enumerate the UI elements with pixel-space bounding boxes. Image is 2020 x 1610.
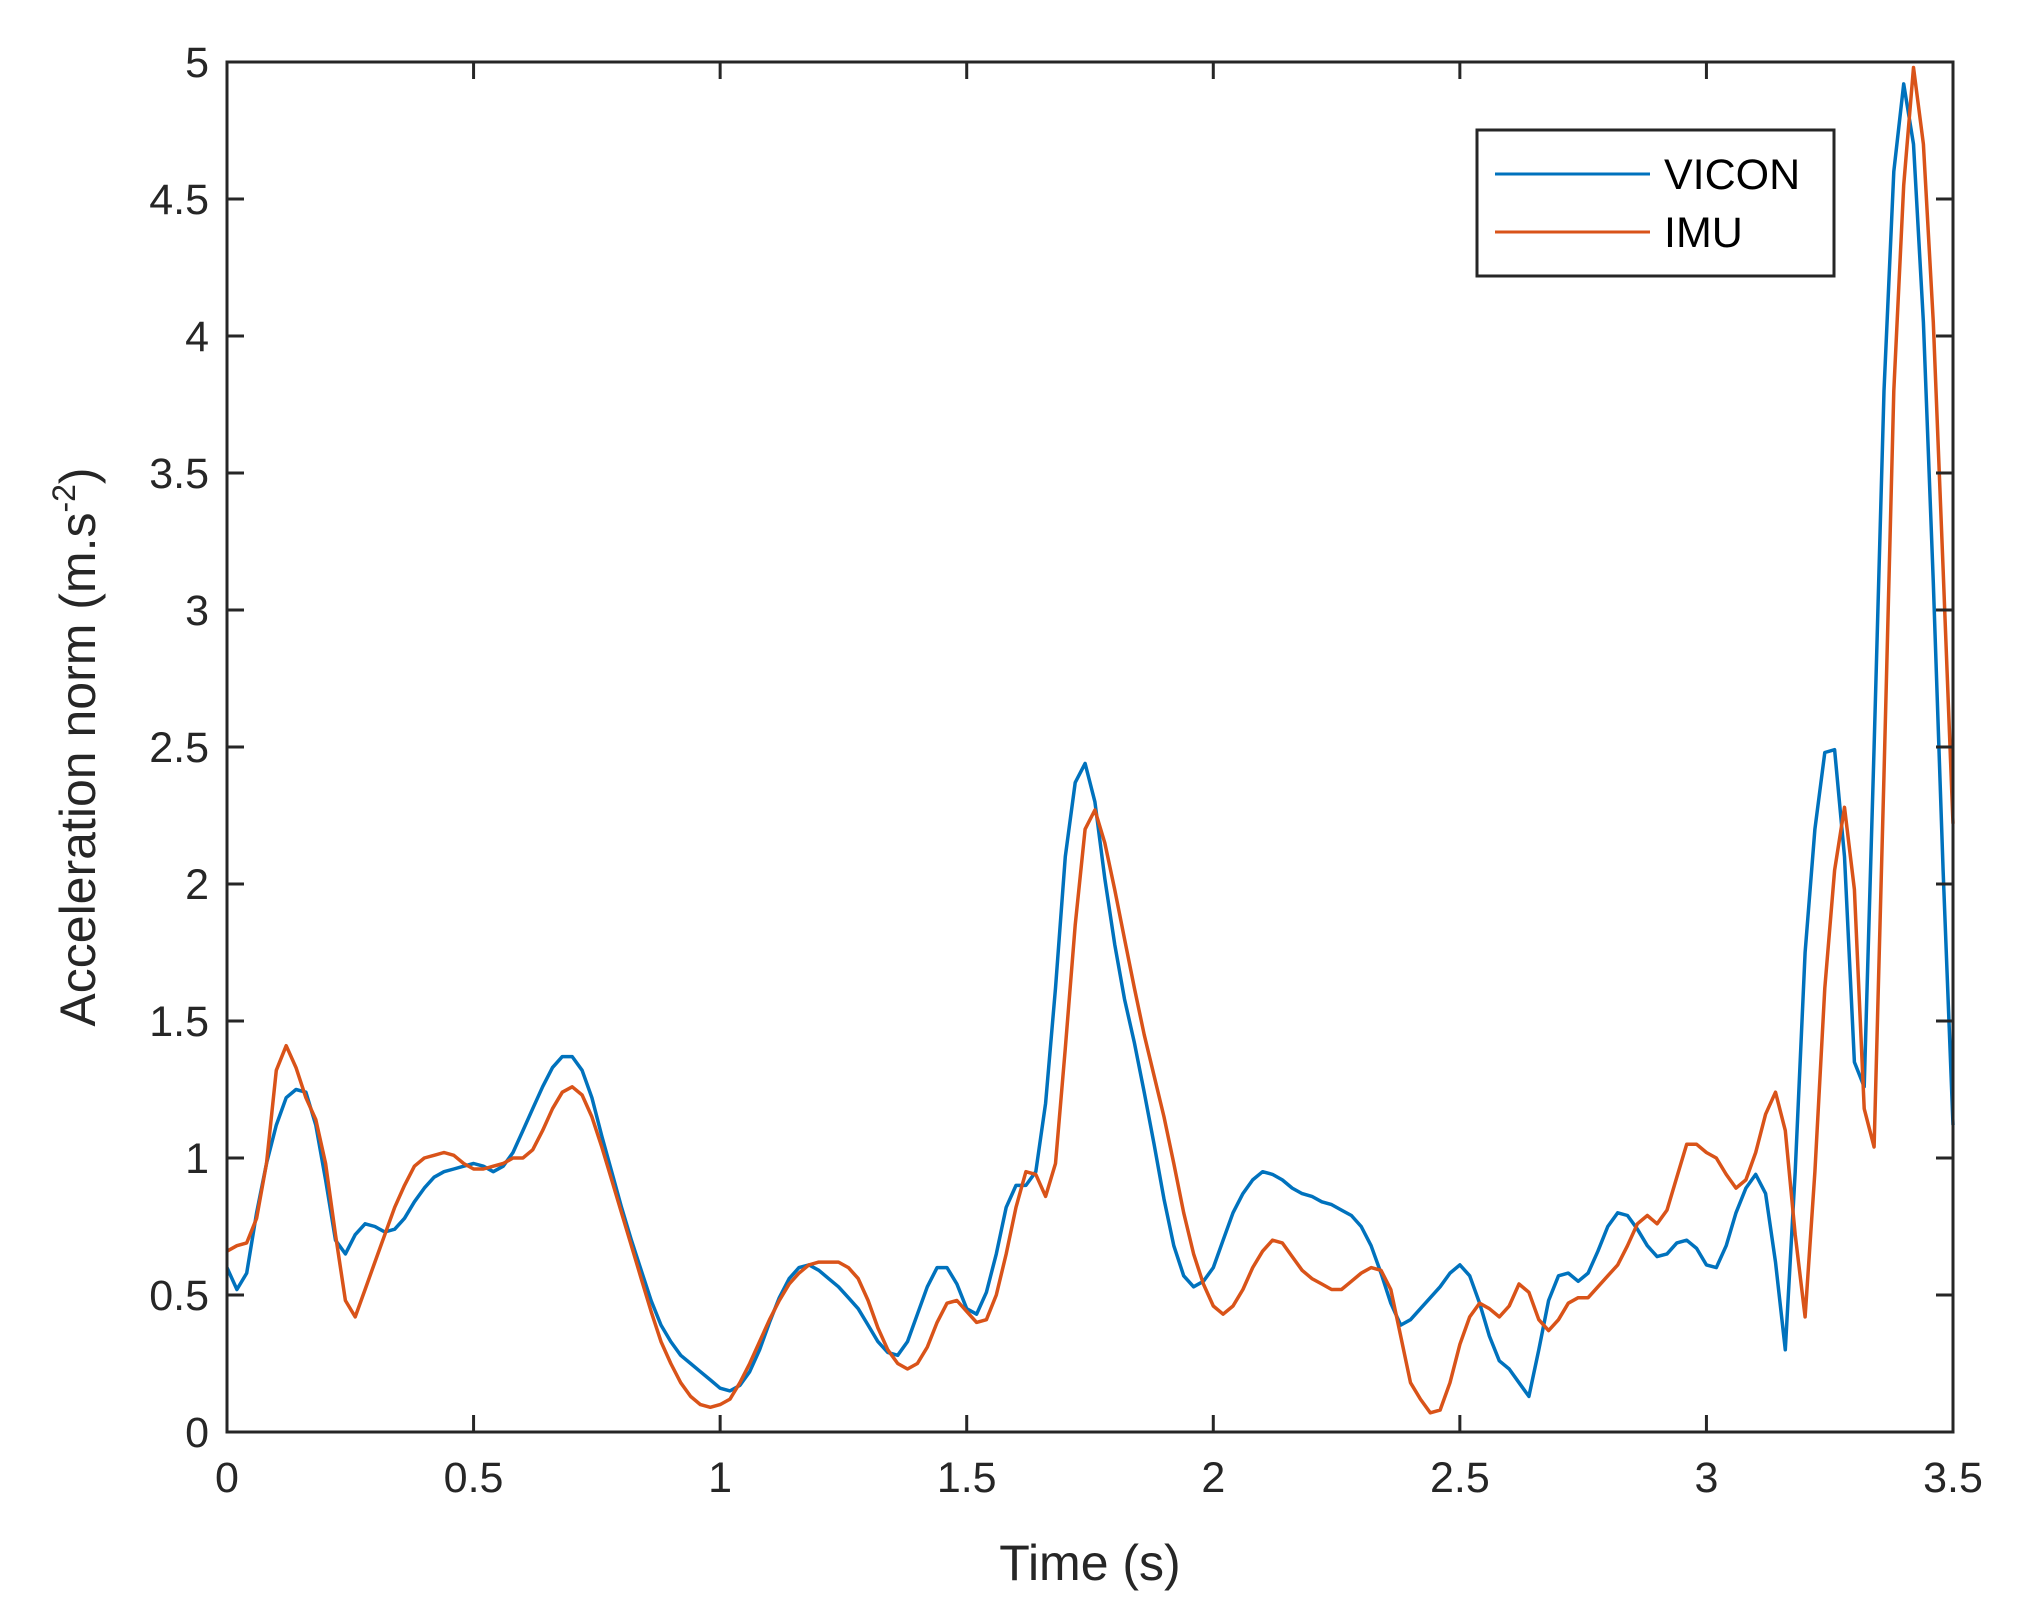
ticks-layer: 0 0.5 1 1.5 2 2.5 3 3.5 0 0.5 1 1.5 2 2.5 3 3.5 4 4.5 5 [149,39,1983,1502]
y-tick-label: 3 [185,587,209,635]
x-tick-label: 1.5 [937,1454,997,1502]
y-tick-label: 0.5 [149,1272,209,1320]
legend-label-imu: IMU [1664,209,1743,257]
y-tick-label: 5 [185,39,209,87]
x-tick-label: 2 [1201,1454,1225,1502]
x-tick-label: 3 [1694,1454,1718,1502]
y-tick-label: 3.5 [149,450,209,498]
y-axis-title: Acceleration norm (m.s-2) [46,467,106,1026]
x-axis-title: Time (s) [999,1535,1180,1591]
y-axis-title-superscript: -2 [46,484,82,512]
legend: VICON IMU [1475,128,1836,278]
series-layer [225,65,1955,1415]
y-axis-title-close: ) [50,467,106,484]
x-tick-label: 0 [215,1454,239,1502]
series-line-imu [226,65,1955,1415]
y-tick-label: 4 [185,313,209,361]
y-tick-label: 2.5 [149,724,209,772]
y-axis-title-main: Acceleration norm (m.s [50,513,106,1027]
y-tick-label: 4.5 [149,176,209,224]
y-tick-label: 0 [185,1409,209,1457]
legend-label-vicon: VICON [1664,151,1800,199]
x-tick-label: 1 [708,1454,732,1502]
x-tick-label: 0.5 [444,1454,504,1502]
y-tick-label: 1.5 [149,998,209,1046]
y-tick-label: 1 [185,1135,209,1183]
series-line-vicon [225,82,1955,1399]
legend-box [1475,128,1836,278]
x-tick-label: 2.5 [1430,1454,1490,1502]
y-tick-label: 2 [185,861,209,909]
x-tick-label: 3.5 [1923,1454,1983,1502]
